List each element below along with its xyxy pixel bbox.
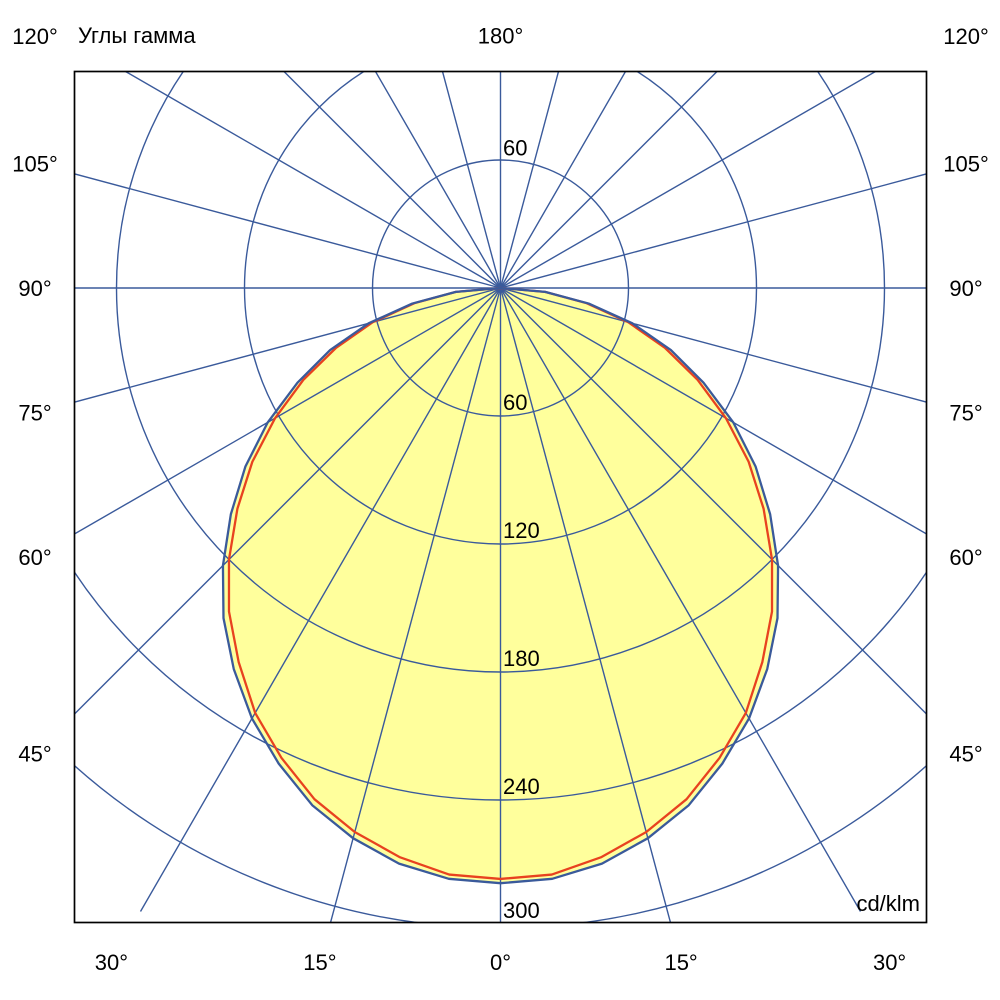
gamma-label-bottom-2: 0°: [490, 950, 511, 975]
radial-line-345: [329, 287, 502, 923]
gamma-label-top: 180°: [478, 24, 524, 49]
radial-line-150: [499, 71, 627, 289]
gamma-label-left-90: 90°: [18, 276, 51, 301]
ring-label-300: 300: [503, 898, 540, 923]
radial-line-15: [499, 287, 672, 923]
gamma-label-bottom-1: 15°: [303, 950, 336, 975]
radial-line-195: [441, 71, 502, 289]
gamma-label-right-120: 120°: [943, 24, 989, 49]
radial-line-210: [374, 71, 502, 289]
ring-label-60: 60: [503, 390, 527, 415]
gamma-label-right-105: 105°: [943, 151, 989, 176]
gamma-label-left-45: 45°: [18, 742, 51, 767]
gamma-label-left-120: 120°: [12, 24, 58, 49]
radial-line-135: [500, 71, 718, 289]
radial-line-75: [500, 287, 927, 403]
gamma-label-left-105: 105°: [12, 151, 58, 176]
radial-line-285: [74, 287, 501, 403]
radial-line-315: [74, 287, 501, 715]
radial-line-60: [500, 287, 927, 535]
radial-line-30: [499, 287, 862, 912]
gamma-label-bottom-0: 30°: [95, 950, 128, 975]
radial-line-45: [500, 287, 927, 715]
radial-line-240: [124, 71, 501, 289]
radial-line-255: [74, 173, 501, 289]
gamma-label-bottom-3: 15°: [664, 950, 697, 975]
chart-title: Углы гамма: [78, 23, 196, 48]
radial-line-330: [139, 287, 502, 912]
curve-blue: [221, 286, 780, 885]
ring-label-240: 240: [503, 774, 540, 799]
radial-line-300: [74, 287, 501, 535]
gamma-label-right-45: 45°: [949, 742, 982, 767]
gamma-label-left-75: 75°: [18, 401, 51, 426]
radial-line-225: [283, 71, 501, 289]
gamma-label-right-75: 75°: [949, 401, 982, 426]
radial-line-165: [499, 71, 560, 289]
gamma-label-right-90: 90°: [949, 276, 982, 301]
gamma-label-right-60: 60°: [949, 545, 982, 570]
gamma-label-bottom-4: 30°: [873, 950, 906, 975]
ring-label-180: 180: [503, 646, 540, 671]
plot-border: [73, 70, 928, 924]
ring-label-above-60: 60: [503, 136, 527, 161]
ring-label-120: 120: [503, 518, 540, 543]
gamma-label-left-60: 60°: [18, 545, 51, 570]
unit-label: cd/klm: [856, 891, 920, 916]
radial-line-105: [500, 173, 927, 289]
radial-line-120: [500, 71, 877, 289]
curve-red: [227, 286, 774, 881]
